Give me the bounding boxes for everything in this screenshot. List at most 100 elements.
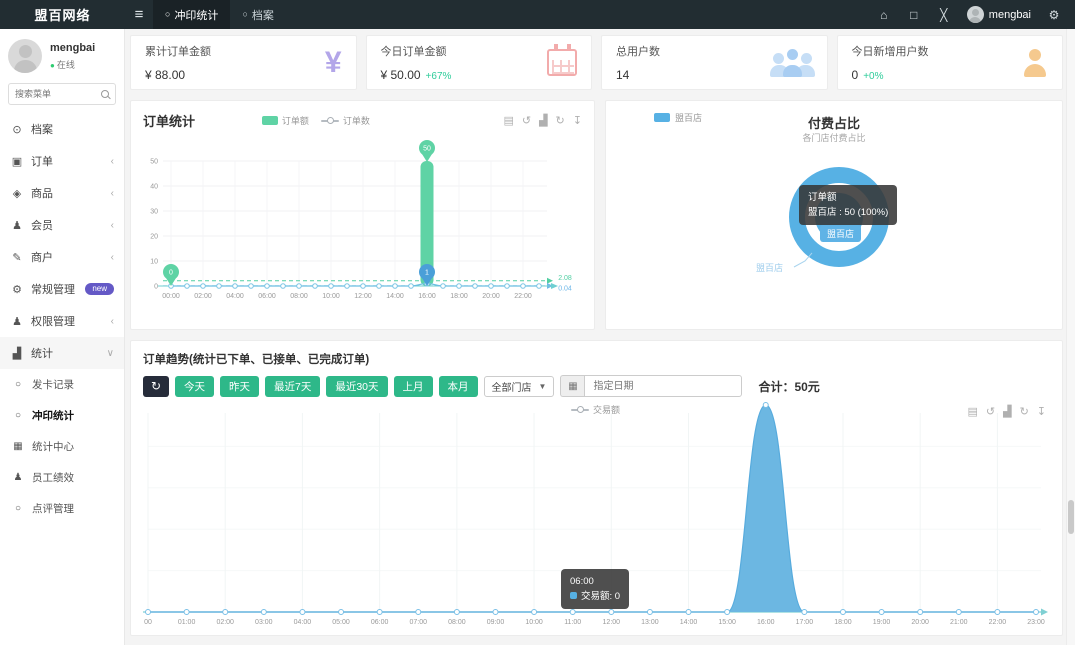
chart-toolbox: ▤ ↺ ▟ ↻ ↧ — [503, 114, 582, 127]
main-content: 累计订单金额 ¥ 88.00 ¥ 今日订单金额 ¥ 50.00 +67% 总用户数 14 今日新… — [125, 29, 1066, 645]
refresh-button[interactable]: ↻ — [143, 375, 169, 397]
sidebar-subitem-发卡记录[interactable]: ○ 发卡记录 — [0, 369, 124, 400]
sidebar-item-订单[interactable]: ▣ 订单 ‹ — [0, 145, 124, 177]
circle-icon: ○ — [14, 503, 22, 514]
series-swatch-icon — [570, 592, 577, 600]
svg-text:13:00: 13:00 — [641, 619, 659, 626]
svg-text:06:00: 06:00 — [258, 293, 276, 300]
chevron-left-icon: ‹ — [110, 219, 114, 231]
date-input[interactable] — [584, 375, 743, 397]
restore-icon[interactable]: ↺ — [985, 406, 996, 418]
bar-chart-icon[interactable]: ▟ — [1003, 406, 1012, 418]
app-logo[interactable]: 盟百网络 — [34, 8, 91, 23]
user-avatar[interactable] — [8, 39, 42, 73]
svg-text:02:00: 02:00 — [216, 619, 234, 626]
refresh-icon[interactable]: ↻ — [1019, 406, 1029, 418]
pie-slice-label: 盟百店 — [756, 263, 784, 273]
filter-button-今天[interactable]: 今天 — [175, 375, 214, 397]
member-icon: ♟ — [12, 219, 22, 232]
download-icon[interactable]: ↧ — [572, 115, 582, 127]
navbar-username: mengbai — [988, 8, 1031, 21]
svg-text:05:00: 05:00 — [332, 619, 350, 626]
tab-档案[interactable]: ○ 档案 — [230, 0, 285, 29]
stat-card: 今日订单金额 ¥ 50.00 +67% — [365, 35, 592, 90]
svg-text:20:00: 20:00 — [482, 293, 500, 300]
pie-swatch-icon — [654, 113, 670, 122]
navbar-user[interactable]: mengbai — [959, 6, 1039, 23]
sidebar-menu: ⊙ 档案 ▣ 订单 ‹ ◈ 商品 ‹ ♟ 会员 ‹ ✎ 商户 ‹ ⚙ 常规管理 new ♟ 权限管理 ‹ ▟ 统计 ∨ — [0, 113, 124, 369]
tab-冲印统计[interactable]: ○ 冲印统计 — [153, 0, 231, 29]
svg-text:06:00: 06:00 — [371, 619, 389, 626]
svg-text:15:00: 15:00 — [718, 619, 736, 626]
sidebar-item-常规管理[interactable]: ⚙ 常规管理 new — [0, 273, 124, 305]
order-stats-card: 订单统计 订单额 订单数 ▤ ↺ ▟ ↻ ↧ 0 10 20 30 40 50 00:00 02:00… — [130, 100, 595, 330]
home-icon[interactable]: ⌂ — [880, 7, 888, 22]
clear-cache-icon[interactable]: □ — [910, 7, 918, 22]
search-icon[interactable] — [101, 90, 109, 98]
calendar-icon[interactable]: ▦ — [560, 375, 585, 397]
top-navbar: 盟百网络 ≡ ○ 冲印统计 ○ 档案 ⌂ □ ╳ mengbai ⚙ — [0, 0, 1075, 29]
sidebar-item-商户[interactable]: ✎ 商户 ‹ — [0, 241, 124, 273]
sidebar-item-label: 常规管理 — [31, 284, 75, 296]
restore-icon[interactable]: ↺ — [521, 115, 532, 127]
svg-text:10:00: 10:00 — [322, 293, 340, 300]
sidebar-item-权限管理[interactable]: ♟ 权限管理 ‹ — [0, 305, 124, 337]
svg-text:12:00: 12:00 — [354, 293, 372, 300]
sidebar-subitem-统计中心[interactable]: ▦ 统计中心 — [0, 431, 124, 462]
sidebar-subitem-label: 点评管理 — [32, 503, 74, 515]
scrollbar-thumb[interactable] — [1068, 500, 1074, 534]
sidebar-user-panel: mengbai ● 在线 — [0, 29, 124, 81]
stat-value: ¥ 88.00 — [145, 68, 186, 82]
hamburger-menu-icon[interactable]: ≡ — [134, 6, 144, 23]
store-select-value: 全部门店 — [491, 382, 532, 394]
refresh-icon[interactable]: ↻ — [555, 115, 565, 127]
data-view-icon[interactable]: ▤ — [503, 115, 514, 127]
filter-button-最近30天[interactable]: 最近30天 — [326, 375, 388, 397]
order-trend-chart[interactable]: 00 01:00 02:00 03:00 04:00 05:00 06:00 07:00 08:… — [143, 401, 1048, 633]
yen-icon: ¥ — [324, 45, 342, 79]
page-scrollbar[interactable] — [1066, 29, 1075, 645]
sidebar-subitem-点评管理[interactable]: ○ 点评管理 — [0, 493, 124, 524]
filter-button-上月[interactable]: 上月 — [393, 375, 433, 397]
sidebar-subitem-冲印统计[interactable]: ○ 冲印统计 — [0, 400, 124, 431]
permissions-icon: ♟ — [12, 315, 22, 328]
chevron-left-icon: ‹ — [110, 251, 114, 263]
charts-row: 订单统计 订单额 订单数 ▤ ↺ ▟ ↻ ↧ 0 10 20 30 40 50 00:00 02:00… — [130, 100, 1063, 330]
filter-button-本月[interactable]: 本月 — [438, 375, 478, 397]
filter-button-最近7天[interactable]: 最近7天 — [265, 375, 321, 397]
legend-item-order-amount[interactable]: 订单额 — [261, 114, 309, 127]
user-icon — [1022, 48, 1048, 77]
line-marker-icon — [320, 117, 339, 124]
pie-tooltip-value: 盟百店 : 50 (100%) — [808, 207, 889, 219]
legend-item-order-count[interactable]: 订单数 — [320, 114, 370, 127]
sidebar-item-统计[interactable]: ▟ 统计 ∨ — [0, 337, 124, 369]
sidebar-item-会员[interactable]: ♟ 会员 ‹ — [0, 209, 124, 241]
chevron-left-icon: ‹ — [110, 155, 114, 167]
svg-text:50: 50 — [150, 159, 158, 166]
sidebar-subitem-员工绩效[interactable]: ♟ 员工绩效 — [0, 462, 124, 493]
stat-value: 14 — [616, 68, 630, 82]
circle-icon: ○ — [14, 379, 22, 390]
settings-gear-icon[interactable]: ⚙ — [1048, 7, 1060, 22]
store-select[interactable]: 全部门店 ▼ — [483, 375, 555, 397]
filter-button-昨天[interactable]: 昨天 — [220, 375, 259, 397]
chart-icon: ▦ — [13, 441, 23, 452]
stat-value: 0 +0% — [851, 68, 884, 82]
download-icon[interactable]: ↧ — [1036, 406, 1046, 418]
fullscreen-icon[interactable]: ╳ — [940, 7, 948, 22]
caret-down-icon: ▼ — [538, 381, 547, 391]
sidebar-item-档案[interactable]: ⊙ 档案 — [0, 113, 124, 145]
trend-legend-item[interactable]: 交易额 — [571, 403, 620, 416]
svg-text:10:00: 10:00 — [525, 619, 543, 626]
file-icon: ⊙ — [12, 123, 22, 136]
search-input[interactable] — [15, 89, 101, 99]
pie-legend-item[interactable]: 盟百店 — [654, 111, 702, 124]
stat-card: 总用户数 14 — [601, 35, 828, 90]
tab-circle-icon: ○ — [242, 9, 248, 19]
data-view-icon[interactable]: ▤ — [967, 406, 978, 418]
sidebar-search — [8, 83, 116, 105]
bar-chart-icon[interactable]: ▟ — [539, 115, 548, 127]
sidebar-item-商品[interactable]: ◈ 商品 ‹ — [0, 177, 124, 209]
line-marker-icon — [571, 406, 589, 413]
